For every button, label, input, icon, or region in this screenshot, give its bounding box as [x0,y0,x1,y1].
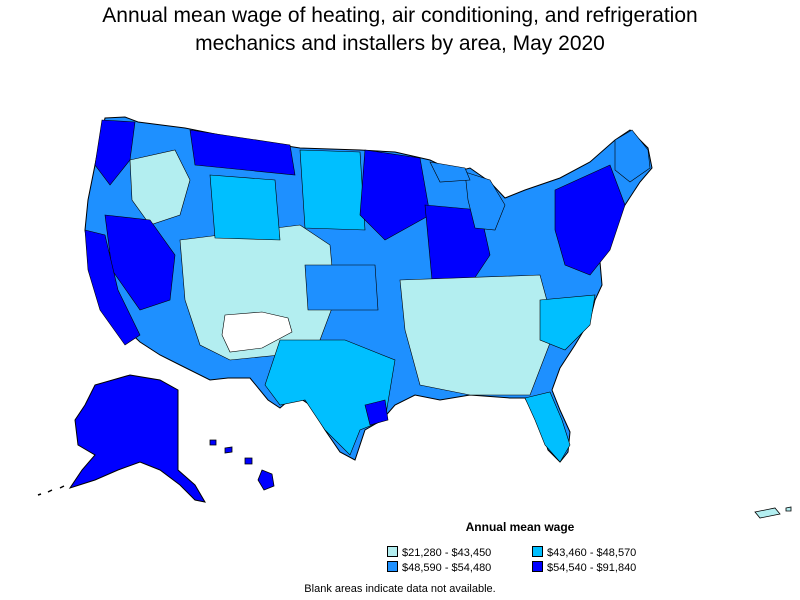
hawaii-maui [244,457,253,465]
title-line-2: mechanics and installers by area, May 20… [195,32,605,55]
legend-label-2: $43,460 - $48,570 [547,547,637,559]
legend-label-3: $48,590 - $54,480 [402,562,492,574]
region-michigan [464,171,506,231]
legend-swatch-3 [387,561,398,572]
region-carolinas [539,294,596,351]
region-no-data-nm [221,311,293,353]
virgin-islands [785,506,792,512]
region-northeast-dark [554,164,626,276]
region-south-light [399,274,556,396]
region-maine [614,129,651,183]
region-kansas [304,264,379,311]
region-california-dark [84,229,141,346]
puerto-rico [754,507,781,519]
region-texas-mid [264,339,396,456]
region-idaho-light [129,149,191,226]
region-upper-midwest-dark [359,149,431,241]
legend-item-2: $43,460 - $48,570 [532,546,636,559]
region-wyoming-mid [209,174,281,241]
legend-swatch-2 [532,546,543,557]
alaska [68,374,206,503]
region-plains-mid [299,149,366,231]
legend-label-1: $21,280 - $43,450 [402,547,492,559]
title-line-1: Annual mean wage of heating, air conditi… [102,4,698,27]
legend-swatch-1 [387,546,398,557]
legend-item-1: $21,280 - $43,450 [387,546,491,559]
hawaii-oahu [224,446,233,454]
footnote: Blank areas indicate data not available. [304,583,496,595]
region-montana-dark [189,129,296,176]
hawaii-kauai [209,439,217,446]
map-title: Annual mean wage of heating, air conditi… [0,2,800,58]
legend-item-3: $48,590 - $54,480 [387,561,491,574]
region-houston-dark [364,399,389,426]
hawaii-big-island [257,469,275,491]
legend-swatch-4 [532,561,543,572]
region-florida [524,391,571,463]
region-upper-michigan [429,161,471,183]
legend-label-4: $54,540 - $91,840 [547,562,637,574]
legend-title: Annual mean wage [465,520,575,534]
region-pnw-dark [94,119,136,186]
aleutian-islands [37,485,65,496]
legend-item-4: $54,540 - $91,840 [532,561,636,574]
